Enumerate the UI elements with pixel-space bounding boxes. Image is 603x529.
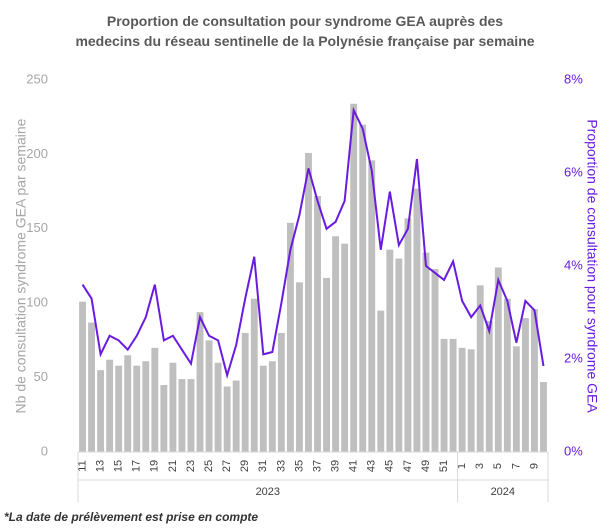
group-label: 2024 — [491, 486, 515, 498]
bar — [178, 379, 186, 452]
x-tick-label: 35 — [293, 460, 305, 472]
x-tick-label: 31 — [257, 460, 269, 472]
bar — [440, 338, 448, 452]
bar — [431, 268, 439, 452]
x-tick-label: 41 — [348, 460, 360, 472]
bar — [214, 362, 222, 452]
bar — [205, 340, 213, 452]
bar — [467, 349, 475, 452]
bar — [368, 160, 376, 453]
bar — [512, 346, 520, 452]
bar — [350, 103, 358, 453]
x-tick-label: 37 — [311, 460, 323, 472]
bar — [196, 312, 204, 452]
bar — [268, 361, 276, 452]
bar — [314, 196, 321, 452]
y2-tick-label: 6% — [564, 164, 583, 179]
bar — [142, 361, 150, 452]
x-tick-label: 9 — [528, 463, 540, 469]
x-tick-label: 3 — [474, 463, 486, 469]
bar — [503, 298, 511, 452]
bar — [476, 285, 484, 452]
x-tick-label: 11 — [76, 460, 88, 471]
bar — [79, 301, 86, 452]
bar — [422, 252, 430, 452]
y2-tick-label: 2% — [564, 350, 583, 365]
x-tick-label: 17 — [131, 460, 143, 472]
y-tick-label: 200 — [26, 146, 48, 161]
bar — [133, 365, 141, 452]
bar — [106, 359, 114, 452]
x-tick-label: 49 — [420, 460, 432, 472]
x-tick-label: 25 — [203, 460, 215, 472]
x-tick-label: 13 — [95, 460, 107, 472]
bar — [458, 347, 466, 452]
x-tick-label: 39 — [330, 460, 342, 472]
bar — [160, 385, 168, 452]
bar — [305, 152, 312, 453]
bar — [404, 218, 412, 452]
y-tick-label: 100 — [26, 295, 48, 310]
bar — [341, 243, 349, 452]
x-tick-label: 23 — [185, 460, 197, 472]
bar — [115, 365, 123, 452]
footnote: *La date de prélèvement est prise en com… — [4, 510, 258, 524]
x-tick-label: 43 — [366, 460, 378, 472]
bar — [413, 188, 421, 452]
bar — [377, 310, 385, 452]
bar — [521, 318, 529, 452]
x-tick-label: 29 — [239, 460, 251, 472]
bar — [241, 332, 249, 452]
bar — [332, 236, 340, 452]
x-tick-label: 19 — [149, 460, 161, 472]
bar — [386, 249, 394, 452]
bar — [97, 370, 105, 452]
line — [81, 106, 545, 379]
bar — [223, 386, 231, 452]
bar — [277, 332, 285, 452]
y2-tick-label: 0% — [564, 443, 583, 458]
x-tick-label: 1 — [456, 463, 468, 469]
bar — [323, 277, 330, 452]
y-tick-label: 50 — [34, 369, 48, 384]
bar — [259, 365, 267, 452]
x-tick-label: 47 — [402, 460, 414, 472]
bar — [151, 347, 159, 452]
x-tick-label: 5 — [492, 463, 504, 469]
x-tick-label: 7 — [510, 463, 522, 469]
bar — [494, 267, 502, 452]
bar — [540, 382, 547, 452]
bar — [88, 322, 95, 452]
bar — [485, 321, 493, 452]
x-tick-label: 33 — [275, 460, 287, 472]
bar — [187, 379, 195, 452]
y2-axis-label: Proportion de consultation pour syndrome… — [584, 119, 600, 413]
bar — [359, 124, 367, 452]
y2-tick-label: 4% — [564, 257, 583, 272]
chart-title: Proportion de consultation pour syndrome… — [75, 13, 534, 49]
y-tick-label: 150 — [26, 220, 48, 235]
bar — [531, 309, 538, 452]
x-tick-label: 15 — [113, 460, 125, 472]
bar — [232, 380, 240, 452]
bar — [296, 282, 303, 452]
bar — [395, 258, 403, 452]
y2-tick-label: 8% — [564, 71, 583, 86]
bar — [286, 222, 294, 452]
x-tick-label: 27 — [221, 460, 233, 472]
group-label: 2023 — [256, 486, 280, 498]
x-tick-label: 45 — [384, 460, 396, 472]
y-tick-label: 0 — [41, 443, 48, 458]
y-axis-label: Nb de consultation syndrome GEA par sema… — [13, 118, 29, 413]
x-tick-label: 21 — [167, 460, 179, 472]
bar — [250, 298, 258, 452]
y-tick-label: 250 — [26, 71, 48, 86]
bar — [169, 362, 177, 452]
bar — [449, 338, 457, 452]
x-tick-label: 51 — [438, 460, 450, 472]
bar — [124, 355, 132, 452]
